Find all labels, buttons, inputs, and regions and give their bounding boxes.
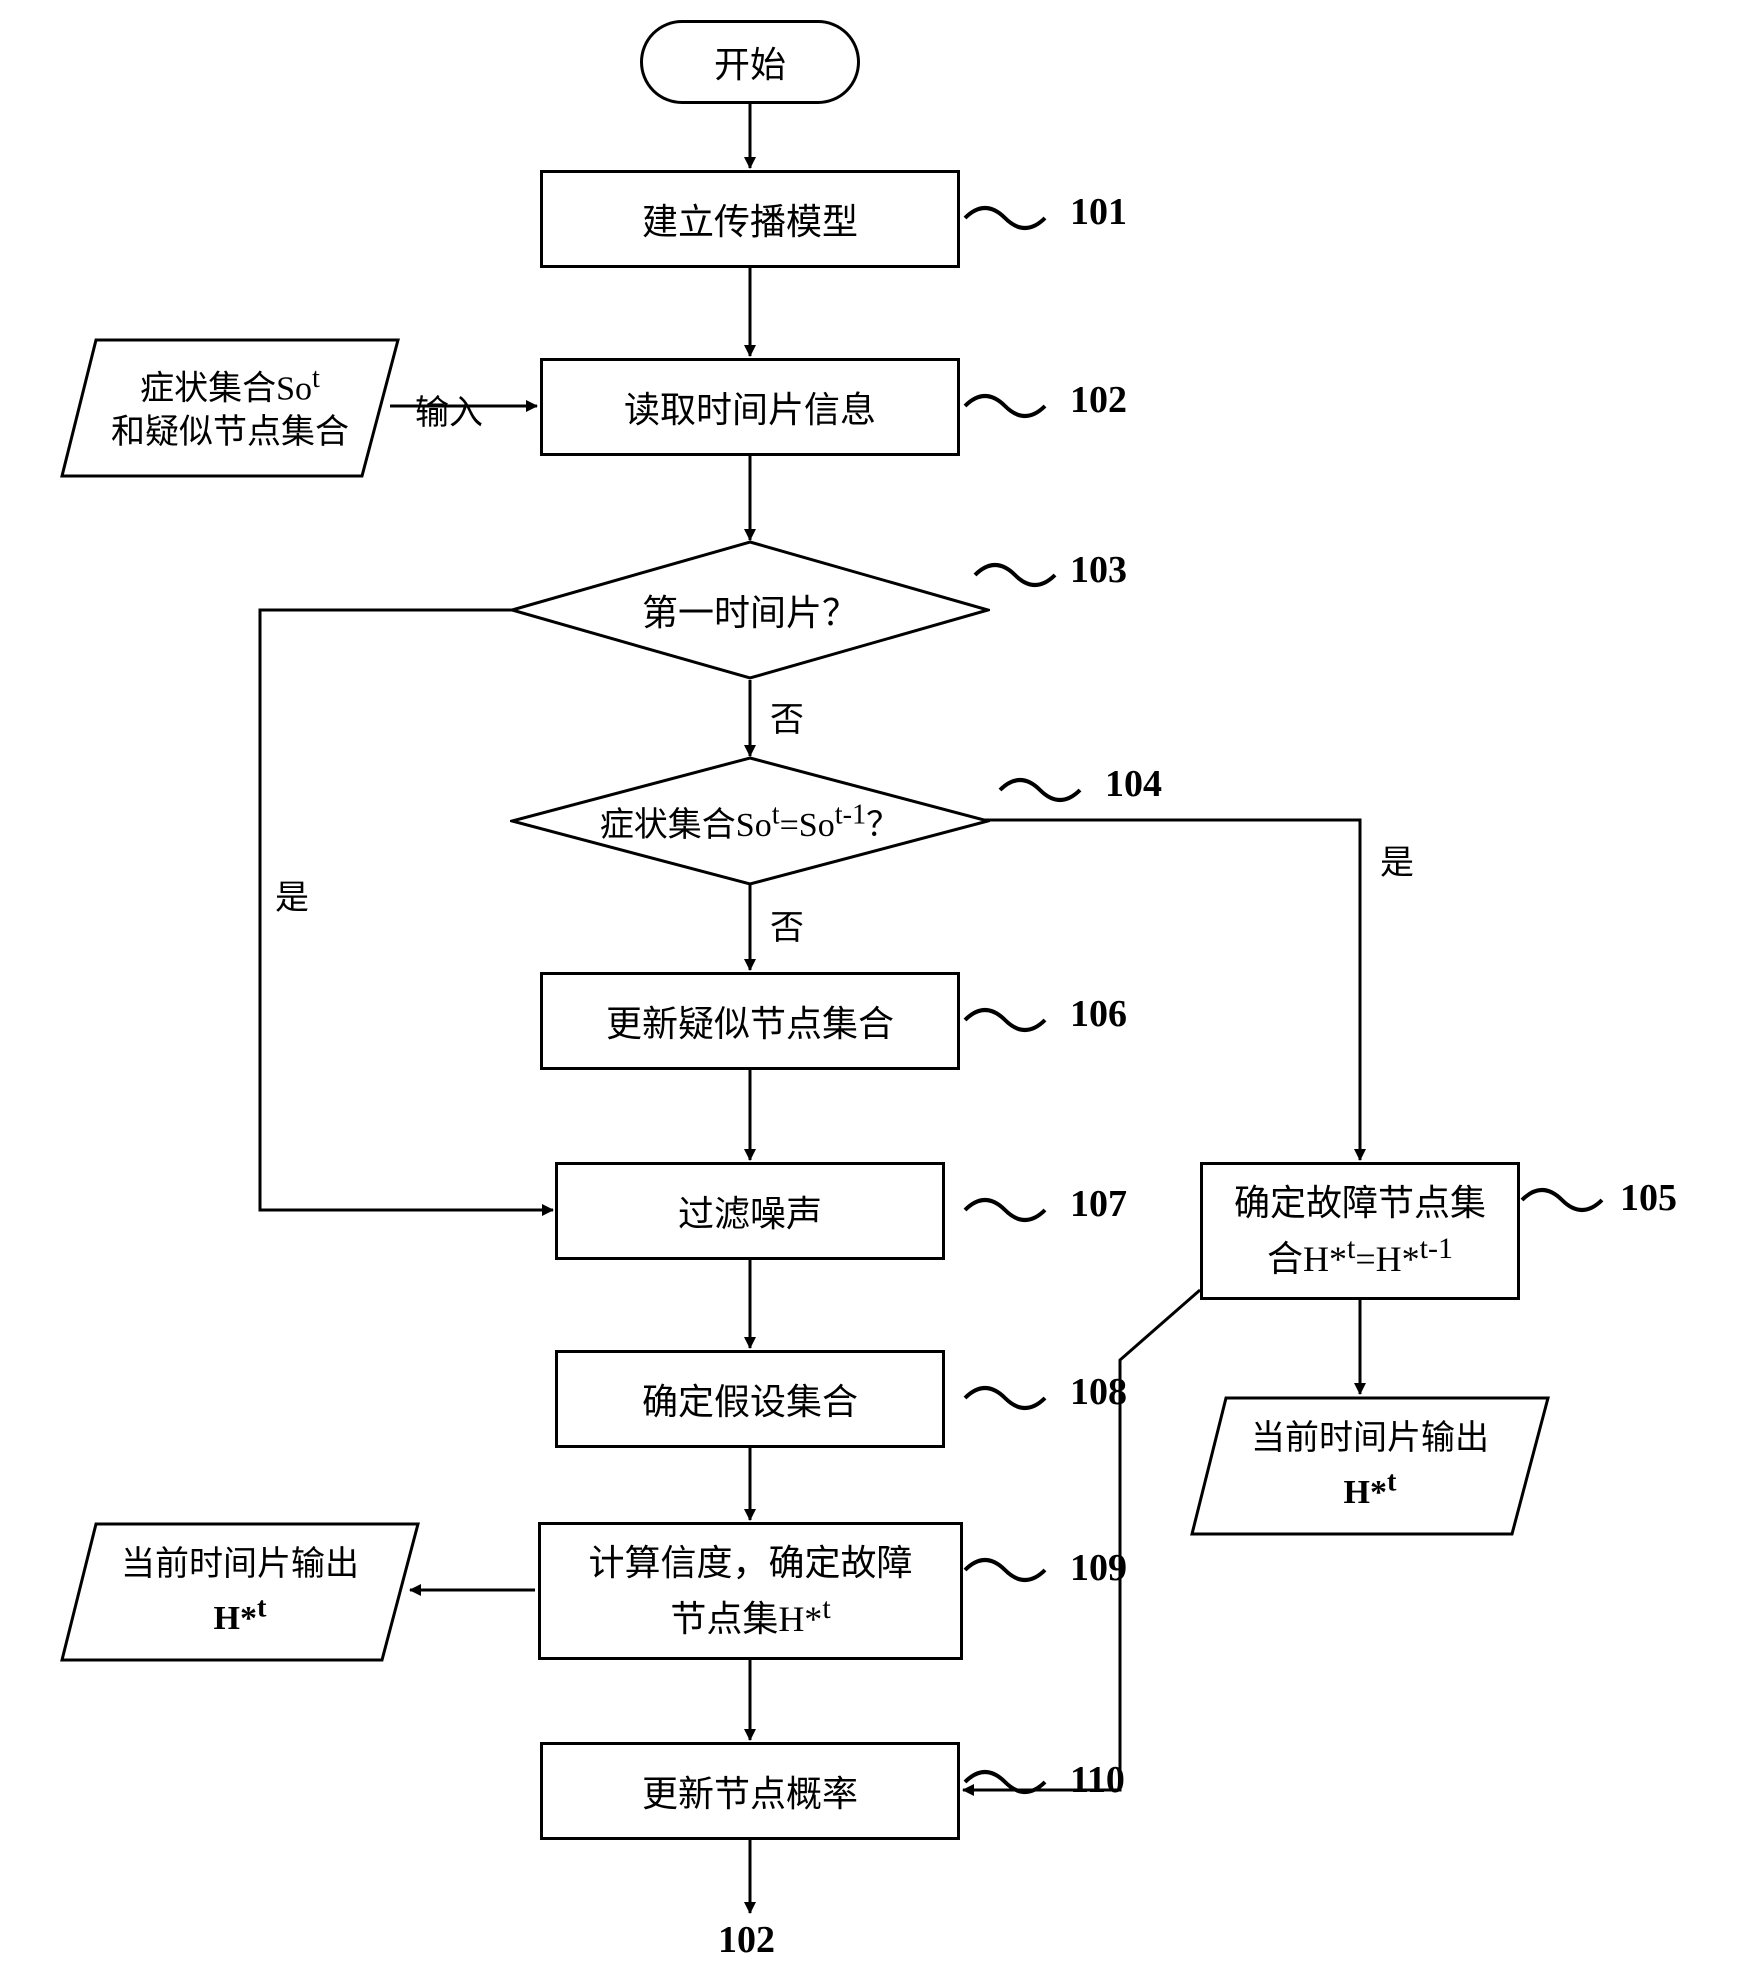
d104-b: =So [780, 807, 835, 844]
flowchart-canvas: 开始 建立传播模型 101 读取时间片信息 102 症状集合Sot 和疑似节点集… [0, 0, 1746, 1967]
outR-l1: 当前时间片输出 [1251, 1420, 1489, 1457]
ref-101: 101 [1070, 190, 1127, 234]
output-right-text: 当前时间片输出 H*t [1251, 1415, 1489, 1517]
ref-102: 102 [1070, 378, 1127, 422]
output-left-text: 当前时间片输出 H*t [121, 1541, 359, 1643]
process-108-label: 确定假设集合 [642, 1373, 858, 1425]
ref-107: 107 [1070, 1182, 1127, 1226]
n109-l1: 计算信度，确定故障 [588, 1543, 912, 1583]
no-103-label: 否 [770, 692, 804, 741]
decision-104: 症状集合Sot=Sot-1？ [510, 756, 990, 886]
n109-l2a: 节点集H* [670, 1599, 822, 1639]
decision-104-label: 症状集合Sot=Sot-1？ [600, 797, 900, 846]
input-io-sup: t [312, 363, 320, 394]
process-106: 更新疑似节点集合 [540, 972, 960, 1070]
d104-sb: t-1 [835, 799, 866, 830]
process-110: 更新节点概率 [540, 1742, 960, 1840]
process-110-label: 更新节点概率 [642, 1765, 858, 1817]
input-io-l1a: 症状集合So [140, 370, 312, 407]
process-107-label: 过滤噪声 [678, 1185, 822, 1237]
n109-sup: t [822, 1592, 830, 1625]
process-105: 确定故障节点集 合H*t=H*t-1 [1200, 1162, 1520, 1300]
ref-108: 108 [1070, 1370, 1127, 1414]
start-label: 开始 [714, 36, 786, 88]
outR-sup: t [1387, 1467, 1396, 1498]
input-io: 症状集合Sot 和疑似节点集合 [60, 338, 400, 478]
ref-109: 109 [1070, 1546, 1127, 1590]
process-101-label: 建立传播模型 [642, 193, 858, 245]
outL-sup: t [257, 1593, 266, 1624]
d104-a: 症状集合So [600, 807, 772, 844]
input-io-l2: 和疑似节点集合 [111, 414, 349, 451]
ref-106: 106 [1070, 992, 1127, 1036]
d104-sa: t [772, 799, 780, 830]
input-io-text: 症状集合Sot 和疑似节点集合 [111, 361, 349, 456]
no-104-label: 否 [770, 900, 804, 949]
d104-c: ？ [866, 807, 900, 844]
process-101: 建立传播模型 [540, 170, 960, 268]
outL-l1: 当前时间片输出 [121, 1546, 359, 1583]
process-109-label: 计算信度，确定故障 节点集H*t [588, 1538, 912, 1645]
process-106-label: 更新疑似节点集合 [606, 995, 894, 1047]
n105-sb: t-1 [1420, 1232, 1453, 1265]
start-terminator: 开始 [640, 20, 860, 104]
process-102-label: 读取时间片信息 [624, 381, 876, 433]
process-105-label: 确定故障节点集 合H*t=H*t-1 [1234, 1178, 1486, 1285]
output-left-io: 当前时间片输出 H*t [60, 1522, 420, 1662]
ref-110: 110 [1070, 1758, 1125, 1802]
end-102-label: 102 [718, 1918, 775, 1962]
n105-l2a: 合H* [1267, 1239, 1347, 1279]
process-107: 过滤噪声 [555, 1162, 945, 1260]
process-109: 计算信度，确定故障 节点集H*t [538, 1522, 963, 1660]
output-right-io: 当前时间片输出 H*t [1190, 1396, 1550, 1536]
ref-103: 103 [1070, 548, 1127, 592]
n105-l2b: =H* [1355, 1239, 1419, 1279]
outR-l2a: H* [1344, 1474, 1387, 1511]
n105-l1: 确定故障节点集 [1234, 1183, 1486, 1223]
decision-103-label: 第一时间片？ [642, 584, 858, 636]
yes-103-label: 是 [275, 870, 309, 919]
ref-104: 104 [1105, 762, 1162, 806]
outL-l2a: H* [214, 1600, 257, 1637]
yes-104-label: 是 [1380, 835, 1414, 884]
decision-103: 第一时间片？ [510, 540, 990, 680]
process-108: 确定假设集合 [555, 1350, 945, 1448]
ref-105: 105 [1620, 1176, 1677, 1220]
input-arrow-label: 输入 [415, 385, 483, 434]
process-102: 读取时间片信息 [540, 358, 960, 456]
